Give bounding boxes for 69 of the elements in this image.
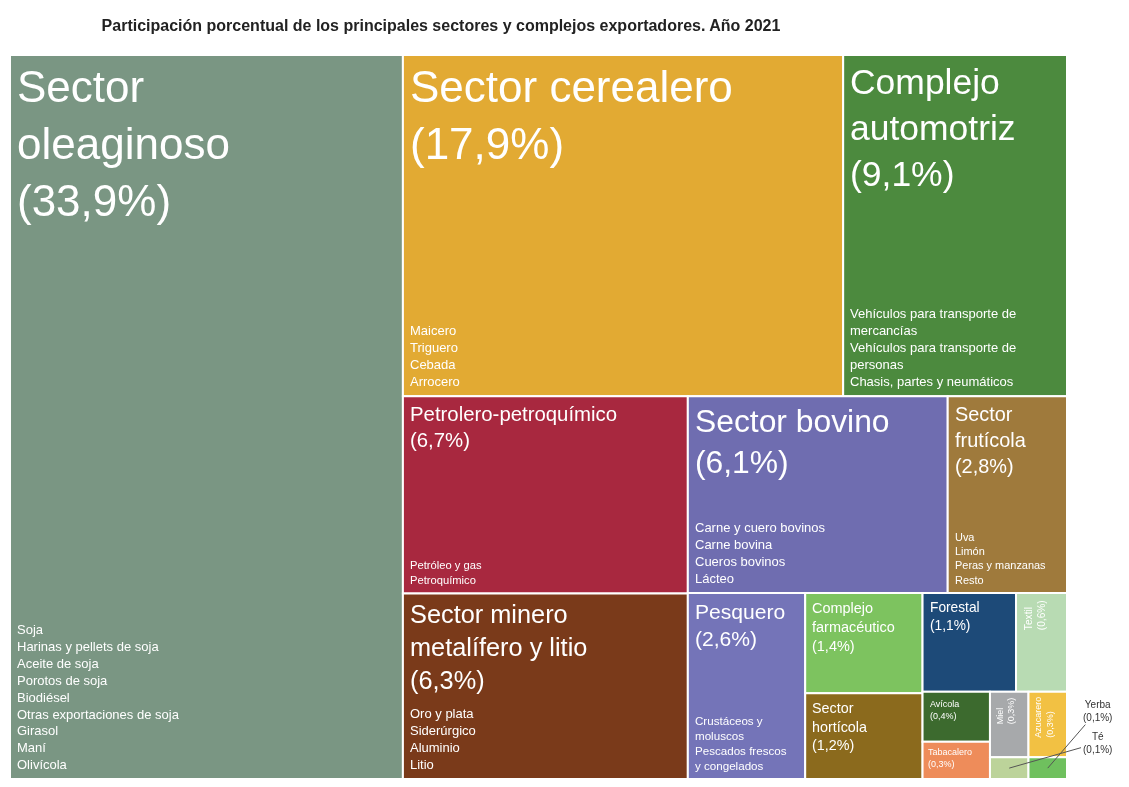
text: Peras y manzanas [955,559,1046,572]
text: Maní [17,740,46,756]
data-label: (2,6%) [695,627,758,651]
category-label: Complejo farmacéutico [812,600,895,635]
category-label: Sector minero metalífero y litio [410,600,588,661]
text: Pescados frescos y congelados [695,744,787,773]
data-label: (1,4%) [812,637,855,654]
text: Litio [410,756,434,772]
data-label: (0,3%) [1006,697,1017,725]
data-label: (0,1%) [1083,712,1113,723]
category-label: Petrolero-petroquímico [410,403,618,425]
text: Lácteo [695,570,735,586]
data-label: (0,3%) [928,758,955,769]
category-label: Avícola [930,699,960,709]
text: Soja [17,622,44,637]
data-label: (9,1%) [850,154,955,195]
text: Limón [955,545,985,558]
category-label: Sector frutícola [955,403,1027,451]
text: Vehículos para transporte de mercancías [850,306,1017,338]
category-label: Complejo automotriz [850,62,1016,149]
data-label: (33,9%) [17,176,172,226]
data-label: (1,1%) [930,617,971,633]
text: Resto [955,573,984,586]
text: Girasol [17,723,59,739]
category-label: Sector cerealero [410,62,733,111]
data-label: (0,4%) [930,710,957,721]
text: Crustáceos y moluscos [695,714,763,743]
text: Triguero [410,339,458,355]
data-label: (0,3%) [1044,711,1055,738]
data-label: (6,3%) [410,665,485,694]
data-label: (6,7%) [410,429,470,452]
category-label: Forestal [930,600,980,615]
category-label: Miel [994,707,1005,725]
text: Harinas y pellets de soja [17,638,159,654]
text: Biodiésel [17,689,70,705]
category-label: Tabacalero [928,747,973,757]
text: Petróleo y gas [410,559,482,571]
category-label: Sector oleaginoso [17,62,230,169]
text: Maicero [410,323,457,338]
text: Oro y plata [410,706,474,721]
text: Cebada [410,356,456,372]
text: Aluminio [410,739,460,755]
text: Carne bovina [695,536,773,552]
category-label: Pesquero [695,600,786,623]
category-label: Sector bovino [695,403,890,439]
text: Carne y cuero bovinos [695,520,826,535]
category-label: Textil [1022,607,1034,631]
text: Aceite de soja [17,655,99,671]
data-label: (1,2%) [812,737,855,754]
text: Arrocero [410,373,460,389]
data-label: (0,1%) [1083,744,1113,755]
data-label: (2,8%) [955,454,1014,477]
text: Porotos de soja [17,672,108,688]
text: Uva [955,531,975,543]
category-label: Sector hortícola [812,700,867,735]
text: Olivícola [17,757,67,773]
category-label: Té [1091,731,1104,742]
category-label: Azucarero [1033,696,1044,738]
text: Chasis, partes y neumáticos [850,373,1014,389]
category-label: Yerba [1084,699,1112,710]
data-label: (17,9%) [410,119,565,169]
data-label: (6,1%) [695,444,789,481]
text: Cueros bovinos [695,553,786,569]
text: Vehículos para transporte de personas [850,339,1017,372]
text: Otras exportaciones de soja [17,706,179,722]
data-label: (0,6%) [1036,600,1048,631]
text: Participación porcentual de los principales sectores y complejos exportadores. Año 2021 [101,16,781,34]
text: Siderúrgico [410,722,476,738]
text: Petroquímico [410,573,476,586]
